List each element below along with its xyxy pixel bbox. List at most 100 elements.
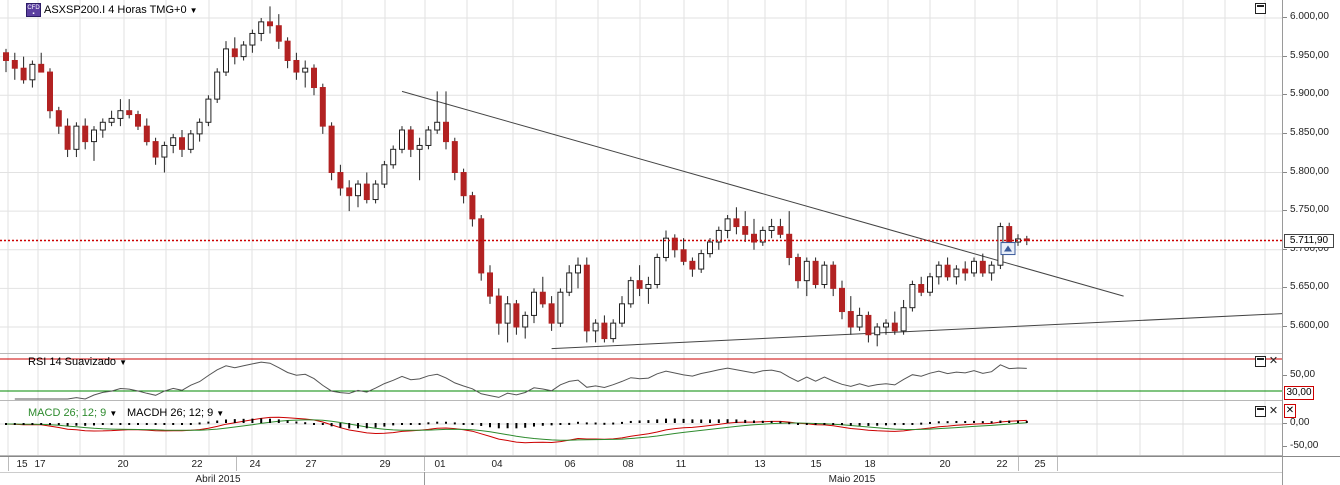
macd-histogram-bar: [277, 419, 280, 423]
macd-title[interactable]: MACD 26; 12; 9 ▼: [28, 407, 117, 419]
macd-histogram-bar: [691, 419, 694, 423]
candle-body: [707, 241, 713, 255]
maximize-pane-icon[interactable]: [1255, 356, 1266, 367]
macdh-title-label: MACDH 26; 12; 9: [127, 407, 214, 419]
candle-body: [654, 256, 661, 286]
macd-histogram-bar: [533, 423, 535, 427]
candle-body: [979, 260, 986, 274]
candle-body: [557, 291, 564, 324]
macd-histogram-bar: [357, 423, 359, 429]
candle-body: [3, 52, 9, 61]
rsi-axis-tick: 50,00: [1282, 369, 1316, 380]
time-axis[interactable]: 15 17 20 22 24 27 29 01 04 06 08 11 13 15 18 20 22 25 Abri…: [0, 456, 1282, 485]
macd-histogram-bar: [181, 423, 183, 425]
price-axis[interactable]: 6.000,00 5.950,00 5.900,00 5.850,00 5.800,00…: [1282, 0, 1340, 354]
macd-histogram-bar: [172, 423, 175, 425]
candle-body: [531, 291, 537, 316]
candle-body: [284, 40, 291, 61]
axis-corner: [1282, 456, 1340, 485]
macdh-title[interactable]: MACDH 26; 12; 9 ▼: [127, 407, 224, 419]
candle-body: [856, 314, 863, 328]
macd-chart[interactable]: [0, 401, 1282, 456]
maximize-pane-icon[interactable]: [1255, 3, 1266, 14]
candle-body: [909, 284, 916, 309]
macd-histogram-bar: [409, 423, 412, 425]
macd-histogram-bar: [964, 421, 967, 424]
price-axis-tick: 5.600,00: [1283, 320, 1329, 331]
candle-body: [328, 125, 335, 173]
macd-histogram-bar: [876, 423, 879, 426]
macd-histogram-bar: [163, 423, 166, 425]
macd-histogram-bar: [867, 423, 870, 426]
candle-body: [231, 48, 238, 58]
chevron-down-icon[interactable]: ▼: [189, 6, 198, 15]
candle-body: [495, 295, 502, 324]
maximize-pane-icon[interactable]: [1255, 406, 1266, 417]
time-axis-date: 13: [754, 459, 766, 470]
macd-histogram-bar: [823, 423, 826, 425]
macd-histogram-bar: [524, 423, 527, 428]
macd-histogram-bar: [753, 420, 755, 423]
candle-body: [539, 291, 546, 305]
chevron-down-icon[interactable]: ▼: [216, 409, 225, 418]
close-icon[interactable]: ✕: [1268, 405, 1279, 417]
cfd-symbol-icon[interactable]: CFD ▪: [26, 3, 41, 17]
candle-body: [971, 260, 977, 274]
macd-title-label: MACD 26; 12; 9: [28, 407, 107, 419]
candle-body: [425, 129, 432, 146]
macd-histogram-bar: [797, 423, 799, 425]
chevron-down-icon[interactable]: ▼: [119, 358, 128, 367]
candle-body: [988, 264, 995, 274]
candle-body: [293, 59, 300, 73]
candle-body: [38, 63, 45, 73]
macd-histogram-bar: [225, 419, 227, 423]
candle-body: [592, 322, 599, 332]
macd-histogram-bar: [550, 423, 553, 426]
price-chart-pane[interactable]: CFD ▪ ASXSP200.I 4 Horas TMG+0 ▼: [0, 0, 1282, 354]
candle-body: [275, 25, 282, 42]
candle-body: [751, 233, 757, 243]
candle-body: [566, 272, 573, 293]
chart-title[interactable]: ASXSP200.I 4 Horas TMG+0 ▼: [44, 4, 198, 16]
candle-body: [724, 218, 731, 231]
macd-histogram-bar: [577, 421, 579, 424]
time-axis-month: Abril 2015: [195, 474, 241, 485]
macd-histogram-bar: [761, 420, 764, 423]
macd-histogram-bar: [920, 422, 923, 425]
time-axis-date: 01: [434, 459, 446, 470]
macd-axis-tick: -50,00: [1282, 440, 1319, 451]
price-axis-tick: 6.000,00: [1283, 11, 1329, 22]
candle-body: [170, 137, 177, 146]
candle-body: [55, 110, 62, 127]
rsi-title[interactable]: RSI 14 Suavizado ▼: [28, 356, 127, 368]
macd-pane[interactable]: MACD 26; 12; 9 ▼ MACDH 26; 12; 9 ▼ ✕: [0, 401, 1282, 456]
time-axis-date: 27: [305, 459, 317, 470]
candle-body: [715, 229, 722, 243]
candle-body: [874, 326, 881, 336]
time-axis-date: 20: [939, 459, 951, 470]
macd-histogram-bar: [955, 420, 958, 423]
candle-body: [935, 264, 942, 278]
close-icon[interactable]: ✕: [1268, 355, 1279, 367]
price-axis-tick: 5.850,00: [1283, 126, 1329, 138]
candle-body: [91, 129, 97, 143]
price-chart[interactable]: [0, 0, 1282, 354]
rsi-pane[interactable]: RSI 14 Suavizado ▼ ✕: [0, 354, 1282, 401]
rsi-chart[interactable]: [0, 354, 1282, 401]
candle-body: [962, 268, 969, 274]
macd-histogram-bar: [779, 421, 782, 424]
candle-body: [575, 264, 581, 274]
macd-histogram-bar: [84, 423, 87, 426]
macd-histogram-bar: [207, 421, 210, 424]
chevron-down-icon[interactable]: ▼: [109, 409, 118, 418]
time-axis-date: 17: [34, 459, 46, 470]
macd-histogram-bar: [594, 422, 597, 425]
candle-body: [742, 226, 749, 235]
macd-histogram-bar: [427, 422, 430, 425]
macd-histogram-bar: [744, 419, 747, 423]
close-icon[interactable]: ✕: [1284, 404, 1296, 418]
macd-histogram-bar: [585, 422, 588, 425]
macd-histogram-bar: [559, 423, 562, 425]
time-axis-separator: [1018, 457, 1019, 471]
candle-body: [865, 314, 872, 336]
